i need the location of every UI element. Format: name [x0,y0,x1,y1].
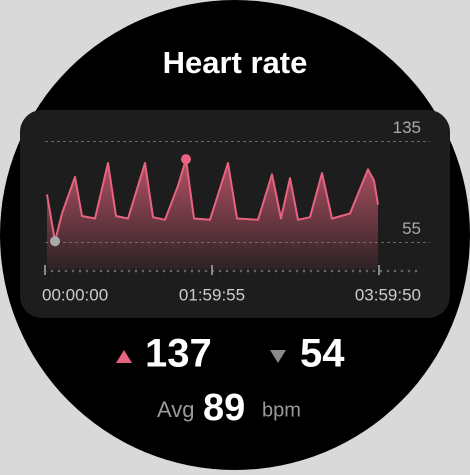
baseline-dot [274,269,278,273]
baseline-dot [309,269,313,273]
x-tick-label: 00:00:00 [42,285,108,304]
baseline-dot [50,269,54,273]
baseline-dot [183,269,187,273]
baseline-dot [337,269,341,273]
baseline-dot [288,269,292,273]
max-point [180,154,191,165]
x-tick-label: 03:59:50 [355,285,421,304]
baseline-dot [120,269,124,273]
baseline-dot [169,269,173,273]
baseline-dot [232,269,236,273]
baseline-dot [267,269,271,273]
baseline-dot [225,269,229,273]
baseline-dot [113,269,117,273]
baseline-dot [204,269,208,273]
baseline-dot [190,269,194,273]
baseline-dot [85,269,89,273]
baseline-dot [246,269,250,273]
baseline-dot [239,269,243,273]
baseline-dot [253,269,257,273]
baseline-dot [393,269,397,273]
baseline-dot [148,269,152,273]
max-icon [116,350,132,363]
baseline-dot [141,269,145,273]
baseline-dot [281,269,285,273]
baseline-dot [302,269,306,273]
baseline-dot [365,269,369,273]
baseline-dot [260,269,264,273]
avg-label: Avg [157,397,195,422]
baseline-dot [351,269,355,273]
baseline-dot [218,269,222,273]
x-tick-label: 01:59:55 [179,285,245,304]
baseline-dot [162,269,166,273]
baseline-dot [372,269,376,273]
baseline-dot [400,269,404,273]
min-value: 54 [300,332,345,376]
baseline-dot [99,269,103,273]
baseline-dot [323,269,327,273]
baseline-dot [64,269,68,273]
baseline-dot [134,269,138,273]
baseline-dot [57,269,61,273]
baseline-dot [330,269,334,273]
baseline-dot [176,269,180,273]
max-value: 137 [145,332,212,376]
baseline-dot [106,269,110,273]
baseline-dot [71,269,75,273]
baseline-dot [414,269,418,273]
baseline-dot [127,269,131,273]
baseline-dot [386,269,390,273]
line [46,158,379,243]
baseline-dot [379,269,383,273]
avg-value: 89 [203,387,245,429]
y-tick-label: 135 [393,118,421,137]
baseline-dot [78,269,82,273]
y-tick-label: 55 [402,219,421,238]
baseline-dot [407,269,411,273]
baseline-dot [155,269,159,273]
title: Heart rate [163,45,308,80]
baseline-dot [344,269,348,273]
baseline-dot [295,269,299,273]
baseline-dot [92,269,96,273]
min-point [50,236,61,247]
avg-unit: bpm [262,399,301,421]
chart: 55 135 00:00:00 01:59:55 03:59:50 [42,118,430,304]
baseline-dot [316,269,320,273]
baseline-dot [358,269,362,273]
min-icon [270,350,286,363]
baseline-dot [197,269,201,273]
